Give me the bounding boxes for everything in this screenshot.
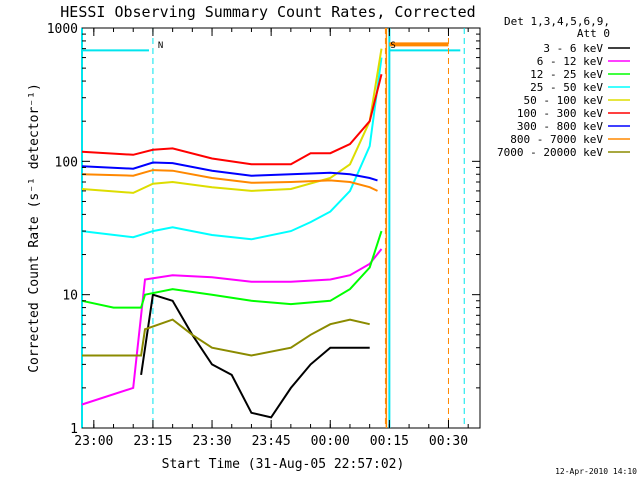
x-tick-label: 23:30 xyxy=(192,434,231,449)
legend-label: 100 - 300 keV xyxy=(517,107,603,120)
flag-label: N xyxy=(158,41,163,51)
x-tick-label: 23:45 xyxy=(252,434,291,449)
legend-label: 300 - 800 keV xyxy=(517,120,603,133)
series-line-5 xyxy=(81,48,383,194)
x-tick-label: 23:15 xyxy=(133,434,172,449)
y-tick-label: 1000 xyxy=(47,22,78,37)
flag-label: S xyxy=(390,41,395,51)
legend-header: Det 1,3,4,5,6,9, xyxy=(504,15,610,28)
series-line-8 xyxy=(81,169,378,192)
y-axis-label: Corrected Count Rate (s⁻¹ detector⁻¹) xyxy=(27,83,42,373)
axis-ticks: 23:00 23:15 23:30 23:45 00:00 00:15 00:30 1 10 10… xyxy=(47,22,480,449)
y-tick-label: 1 xyxy=(70,422,78,437)
series-line-2 xyxy=(81,248,383,406)
legend-label: 6 - 12 keV xyxy=(537,55,604,68)
legend-label: 7000 - 20000 keV xyxy=(497,146,603,159)
series-line-7 xyxy=(81,161,378,182)
series-line-4 xyxy=(81,57,383,241)
legend-header: Att 0 xyxy=(577,27,610,40)
chart-title: HESSI Observing Summary Count Rates, Cor… xyxy=(60,3,475,21)
timestamp: 12-Apr-2010 14:10 xyxy=(555,467,637,476)
series-line-1 xyxy=(140,293,370,419)
x-tick-label: 00:15 xyxy=(370,434,409,449)
series-line-6 xyxy=(81,73,383,166)
legend-label: 50 - 100 keV xyxy=(524,94,604,107)
legend-label: 25 - 50 keV xyxy=(530,81,603,94)
y-tick-label: 100 xyxy=(55,155,78,170)
series-line-3 xyxy=(81,230,383,309)
x-axis-label: Start Time (31-Aug-05 22:57:02) xyxy=(162,457,405,472)
legend-label: 3 - 6 keV xyxy=(543,42,603,55)
y-tick-label: 10 xyxy=(62,289,78,304)
x-tick-label: 00:00 xyxy=(311,434,350,449)
x-tick-label: 23:00 xyxy=(74,434,113,449)
legend-label: 12 - 25 keV xyxy=(530,68,603,81)
x-tick-label: 00:30 xyxy=(429,434,468,449)
series-line-9 xyxy=(82,318,370,357)
legend-label: 800 - 7000 keV xyxy=(510,133,603,146)
